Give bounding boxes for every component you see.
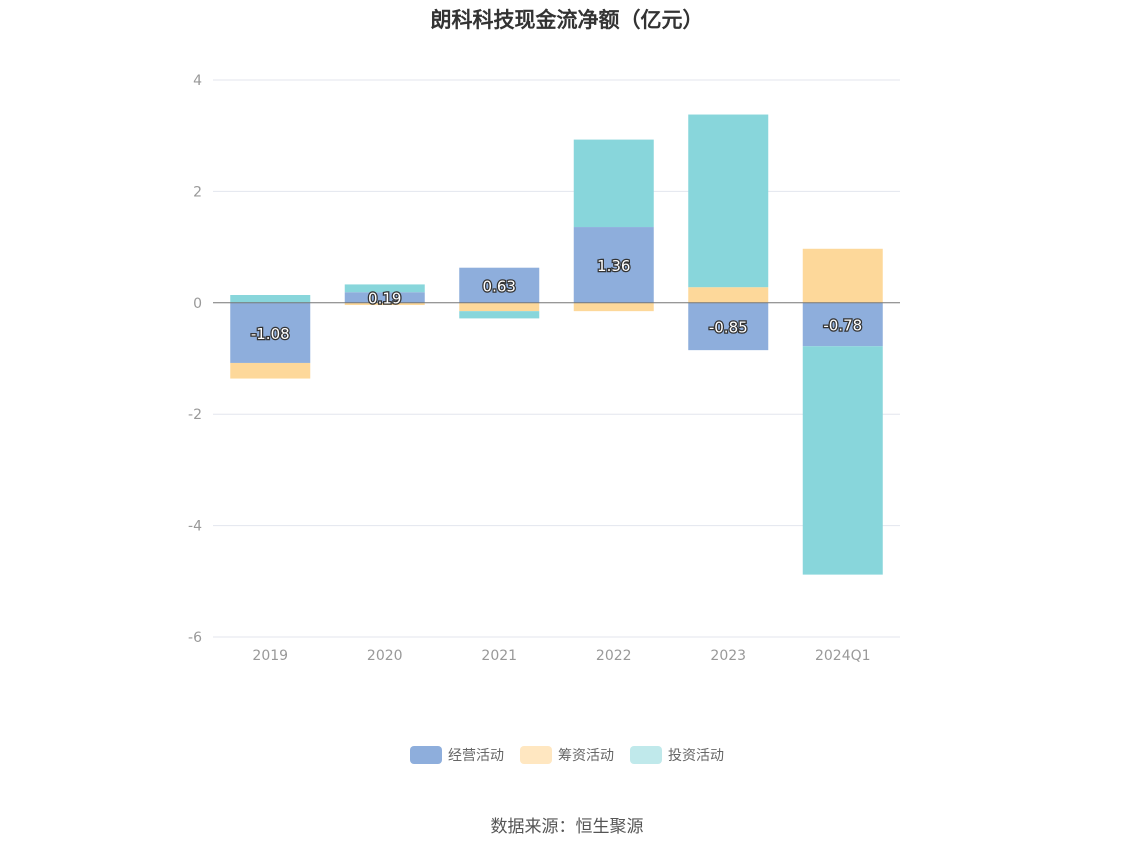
x-tick-label: 2022: [596, 648, 632, 664]
data-label-operating: 0.19: [368, 290, 401, 308]
bar-financing-2022: [573, 302, 654, 312]
bar-investing-2020: [344, 284, 425, 293]
bar-operating-2021: [459, 267, 540, 303]
y-tick-label: 4: [193, 73, 202, 89]
bar-operating-2019: [230, 302, 311, 363]
x-tick-label: 2020: [367, 648, 403, 664]
x-tick-label: 2019: [252, 648, 288, 664]
legend-swatch-operating: [410, 746, 442, 764]
bar-operating-2024Q1: [802, 302, 883, 347]
bar-operating-2020: [344, 292, 425, 303]
bar-investing-2022: [573, 139, 654, 228]
legend-item-operating[interactable]: 经营活动: [410, 745, 504, 765]
x-tick-label: 2023: [710, 648, 746, 664]
bar-operating-2022: [573, 227, 654, 303]
bar-investing-2023: [688, 114, 769, 288]
legend-label-investing: 投资活动: [668, 748, 724, 764]
legend-label-financing: 筹资活动: [558, 748, 614, 764]
data-label-operating: 0.63: [483, 277, 516, 295]
source-note: 数据来源：恒生聚源: [490, 817, 644, 837]
bar-operating-2023: [688, 302, 769, 351]
x-tick-label: 2021: [481, 648, 517, 664]
bar-investing-2019: [230, 295, 311, 303]
data-label-operating: 1.36: [597, 257, 630, 275]
data-label-operating: -0.85: [709, 318, 748, 336]
y-tick-label: -4: [188, 519, 202, 535]
x-tick-label: 2024Q1: [815, 648, 871, 664]
bar-investing-2021: [459, 311, 540, 319]
legend-label-operating: 经营活动: [448, 748, 504, 764]
bar-financing-2020: [344, 302, 425, 306]
y-tick-label: 0: [193, 296, 202, 312]
bar-financing-2021: [459, 302, 540, 312]
legend: 经营活动 筹资活动 投资活动: [0, 745, 1134, 765]
chart-title: 朗科科技现金流净额（亿元）: [430, 8, 704, 32]
legend-item-investing[interactable]: 投资活动: [630, 745, 724, 765]
y-tick-label: -2: [188, 407, 202, 423]
bar-financing-2019: [230, 362, 311, 379]
y-tick-label: -6: [188, 630, 202, 646]
legend-swatch-financing: [520, 746, 552, 764]
y-tick-label: 2: [193, 184, 202, 200]
bar-financing-2023: [688, 287, 769, 303]
data-label-operating: -1.08: [251, 325, 290, 343]
legend-swatch-investing: [630, 746, 662, 764]
data-label-operating: -0.78: [823, 317, 862, 335]
bar-financing-2024Q1: [802, 248, 883, 303]
bar-investing-2024Q1: [802, 346, 883, 575]
legend-item-financing[interactable]: 筹资活动: [520, 745, 614, 765]
